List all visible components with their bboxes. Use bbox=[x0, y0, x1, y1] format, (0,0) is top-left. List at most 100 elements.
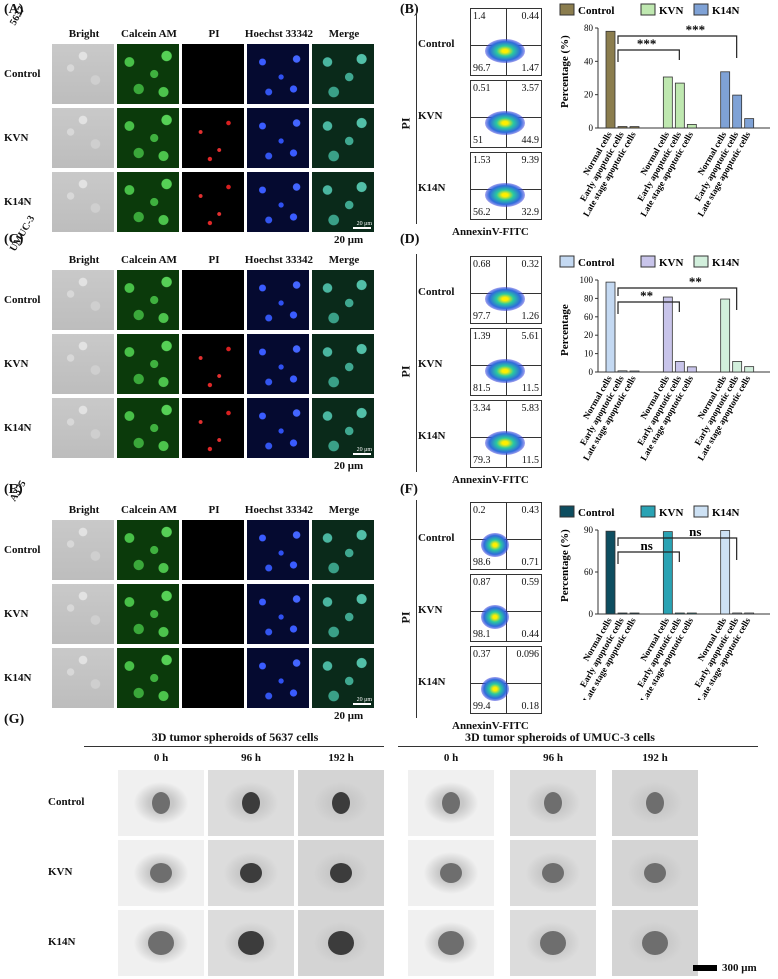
time-header: 192 h bbox=[328, 752, 354, 764]
bar bbox=[605, 30, 616, 129]
flow-x-label: AnnexinV-FITC bbox=[452, 474, 529, 486]
flow-plot: 0.37 0.096 99.4 0.18 bbox=[470, 646, 542, 714]
flow-axis bbox=[416, 6, 417, 224]
bar bbox=[605, 530, 616, 615]
bar bbox=[686, 366, 697, 373]
column-header-calcein-am: Calcein AM bbox=[121, 504, 177, 516]
column-header-hoechst-33342: Hoechst 33342 bbox=[244, 28, 314, 40]
quadrant-value-ll: 98.1 bbox=[473, 629, 491, 640]
quadrant-value-lr: 0.71 bbox=[521, 557, 540, 568]
flow-plot: 0.51 3.57 51 44.9 bbox=[470, 80, 542, 148]
bar bbox=[720, 530, 731, 615]
micrograph-calcein-am bbox=[117, 398, 179, 458]
flow-scatter-density bbox=[481, 605, 509, 629]
flow-plot: 1.39 5.61 81.5 11.5 bbox=[470, 328, 542, 396]
y-tick-label: 60 bbox=[584, 312, 594, 322]
significance-bracket bbox=[617, 287, 738, 310]
quadrant-value-ul: 1.4 bbox=[473, 11, 486, 22]
significance-label: ** bbox=[640, 288, 653, 303]
quadrant-value-ur: 0.43 bbox=[521, 505, 540, 516]
legend-swatch bbox=[640, 505, 656, 518]
y-axis-label: Percentage bbox=[559, 304, 571, 356]
legend-label: Control bbox=[578, 507, 614, 519]
legend-label: Control bbox=[578, 5, 614, 17]
micrograph-calcein-am bbox=[117, 334, 179, 394]
bar bbox=[662, 296, 673, 373]
spheroid-core bbox=[438, 931, 464, 955]
micrograph-merge: 20 μm bbox=[312, 398, 374, 458]
significance-label: ns bbox=[689, 524, 701, 539]
spheroid-image bbox=[208, 770, 294, 836]
bar bbox=[605, 281, 616, 373]
quadrant-value-ul: 0.37 bbox=[473, 649, 491, 660]
spheroid-core bbox=[238, 931, 264, 955]
micrograph-hoechst-33342 bbox=[247, 648, 309, 708]
column-header-bright: Bright bbox=[68, 28, 100, 40]
quadrant-value-lr: 11.5 bbox=[521, 383, 539, 394]
quadrant-value-lr: 0.44 bbox=[521, 629, 540, 640]
quadrant-value-ur: 3.57 bbox=[521, 83, 540, 94]
quadrant-value-ur: 0.59 bbox=[521, 577, 540, 588]
micrograph-hoechst-33342 bbox=[247, 398, 309, 458]
flow-row-label: Control bbox=[418, 532, 455, 544]
micrograph-bright bbox=[52, 270, 114, 330]
micrograph-merge bbox=[312, 108, 374, 168]
significance-bracket bbox=[617, 35, 738, 58]
panel-label-e: (E) bbox=[4, 482, 23, 497]
spheroid-group-title-5637: 3D tumor spheroids of 5637 cells bbox=[151, 730, 319, 744]
bar bbox=[662, 76, 673, 129]
y-tick-label: 0 bbox=[589, 609, 594, 619]
bar bbox=[617, 612, 628, 615]
micrograph-calcein-am bbox=[117, 270, 179, 330]
column-header-merge: Merge bbox=[328, 504, 360, 516]
quadrant-value-lr: 1.47 bbox=[521, 63, 540, 74]
panel-label-b: (B) bbox=[400, 2, 419, 17]
flow-row-label: Control bbox=[418, 286, 455, 298]
flow-scatter-density bbox=[485, 183, 525, 207]
micrograph-merge bbox=[312, 334, 374, 394]
time-header: 192 h bbox=[642, 752, 668, 764]
quadrant-value-lr: 1.26 bbox=[521, 311, 540, 322]
flow-scatter-density bbox=[485, 431, 525, 455]
scale-label: 20 μm bbox=[334, 710, 364, 722]
y-tick-label: 0 bbox=[589, 123, 594, 133]
row-label-k14n: K14N bbox=[4, 196, 32, 208]
time-header: 96 h bbox=[241, 752, 261, 764]
quadrant-value-ur: 9.39 bbox=[521, 155, 540, 166]
group-underline-2 bbox=[398, 746, 758, 747]
spheroid-image bbox=[612, 910, 698, 976]
group-underline-1 bbox=[84, 746, 384, 747]
micrograph-merge: 20 μm bbox=[312, 648, 374, 708]
bar bbox=[617, 126, 628, 129]
micrograph-bright bbox=[52, 398, 114, 458]
bar bbox=[744, 612, 755, 615]
legend-swatch bbox=[640, 3, 656, 16]
micrograph-hoechst-33342 bbox=[247, 44, 309, 104]
flow-scatter-density bbox=[485, 39, 525, 63]
bar bbox=[617, 370, 628, 373]
micrograph-hoechst-33342 bbox=[247, 520, 309, 580]
panel-label-c: (C) bbox=[4, 232, 24, 247]
micrograph-calcein-am bbox=[117, 584, 179, 644]
time-header: 0 h bbox=[443, 752, 459, 764]
flow-row-label: KVN bbox=[418, 358, 443, 370]
legend-label: KVN bbox=[659, 5, 684, 17]
quadrant-value-lr: 11.5 bbox=[521, 455, 539, 466]
bar bbox=[732, 94, 743, 129]
spheroid-core bbox=[152, 792, 170, 814]
flow-x-label: AnnexinV-FITC bbox=[452, 226, 529, 238]
significance-bracket bbox=[617, 301, 680, 314]
image-row bbox=[52, 520, 374, 580]
legend-label: K14N bbox=[712, 257, 740, 269]
panel-label-d: (D) bbox=[400, 232, 420, 247]
spheroid-image bbox=[408, 840, 494, 906]
quadrant-value-ul: 1.53 bbox=[473, 155, 491, 166]
column-header-bright: Bright bbox=[68, 254, 100, 266]
bar bbox=[662, 531, 673, 615]
bar bbox=[686, 612, 697, 615]
flow-scatter-density bbox=[481, 533, 509, 557]
flow-row-label: KVN bbox=[418, 110, 443, 122]
spheroid-core bbox=[646, 792, 664, 814]
y-tick-label: 10 bbox=[584, 349, 594, 359]
spheroid-image bbox=[298, 910, 384, 976]
